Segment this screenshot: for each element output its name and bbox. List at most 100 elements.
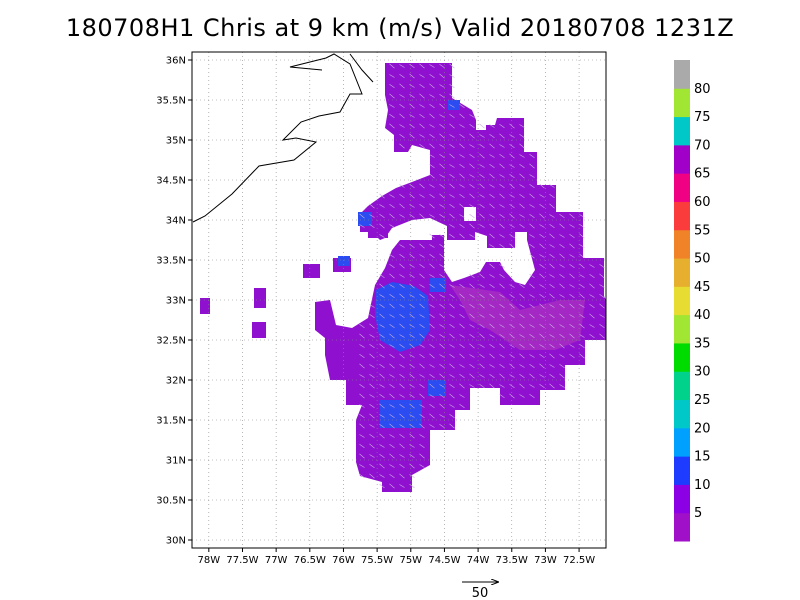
wind-vector: [429, 214, 435, 218]
colorbar-segment: [674, 399, 690, 429]
wind-vector: [409, 114, 415, 118]
wind-vector: [489, 133, 495, 139]
wind-vector: [549, 263, 555, 269]
wind-vector: [419, 393, 425, 399]
wind-vector: [499, 384, 505, 388]
wind-vector: [409, 283, 415, 289]
wind-vector: [389, 353, 395, 359]
wind-vector: [419, 113, 425, 119]
wind-vector: [449, 363, 455, 369]
colorbar-segment: [674, 173, 690, 202]
wind-vector: [449, 353, 455, 359]
wind-vector: [389, 453, 395, 459]
wind-vector: [549, 373, 555, 379]
wind-vector: [449, 113, 455, 119]
wind-vector: [419, 333, 425, 339]
wind-vector: [379, 474, 385, 478]
wind-vector: [469, 204, 475, 208]
wind-vector: [429, 383, 435, 389]
wind-vector: [359, 393, 365, 399]
wind-vector: [419, 273, 425, 279]
wind-vector: [569, 263, 575, 269]
wind-vector: [399, 424, 405, 428]
lon-tick-label: 75W: [399, 555, 422, 566]
wind-vector: [549, 244, 555, 248]
wind-vector: [399, 94, 405, 98]
wind-vector: [439, 303, 445, 309]
colorbar-segment: [674, 88, 690, 118]
wind-vector: [379, 384, 385, 388]
wind-vector: [469, 174, 475, 178]
colorbar-label: 75: [694, 110, 711, 125]
wind-vector: [369, 353, 375, 359]
wind-vector: [569, 224, 575, 228]
wind-vector: [519, 334, 525, 338]
wind-vector: [529, 163, 535, 169]
wind-vector: [509, 344, 515, 348]
wind-vector: [359, 374, 365, 378]
wind-vector: [389, 464, 395, 468]
colorbar-label: 5: [694, 506, 702, 521]
wind-vector: [419, 383, 425, 389]
wind-vector: [459, 373, 465, 379]
wind-vector: [459, 343, 465, 349]
wind-vector: [439, 183, 445, 189]
wind-vector: [489, 383, 495, 389]
wind-vector: [419, 254, 425, 258]
wind-vector: [439, 243, 445, 249]
wind-vector: [419, 434, 425, 438]
wind-vector: [369, 323, 375, 329]
wind-vector: [489, 353, 495, 359]
wind-vector: [579, 274, 585, 278]
wind-vector: [389, 63, 395, 69]
colorbar-segment: [674, 60, 690, 89]
wind-vector: [369, 334, 375, 338]
wind-vector: [459, 394, 465, 398]
wind-vector: [459, 103, 465, 109]
wind-vector: [419, 183, 425, 189]
longitude-axis: 78W 77.5W 77W 76.5W 76W 75.5W 75W 74.5W 74W 73.5W…: [198, 548, 595, 566]
colorbar-segment: [674, 116, 690, 146]
wind-vector: [409, 444, 415, 448]
wind-vector: [409, 103, 415, 109]
wind-vector: [389, 254, 395, 258]
wind-vector: [489, 173, 495, 179]
wind-vector: [419, 353, 425, 359]
wind-vector: [519, 133, 525, 139]
wind-vector: [429, 143, 435, 149]
wind-vector: [469, 343, 475, 349]
wind-vector: [469, 363, 475, 369]
wind-vector: [459, 304, 465, 308]
wind-patch: [200, 298, 210, 314]
wind-vector: [519, 283, 525, 289]
wind-vector: [359, 413, 365, 419]
wind-vector: [399, 443, 405, 449]
wind-vector: [439, 264, 445, 268]
wind-vector: [419, 443, 425, 449]
wind-vector: [399, 383, 405, 389]
wind-vector: [389, 434, 395, 438]
wind-vector: [409, 243, 415, 249]
wind-vector: [479, 173, 485, 179]
wind-vector: [479, 153, 485, 159]
wind-vector: [529, 213, 535, 219]
wind-vector: [499, 123, 505, 129]
wind-vector: [379, 403, 385, 409]
colorbar-label: 80: [694, 82, 711, 97]
wind-vector: [439, 193, 445, 199]
wind-vector: [529, 183, 535, 189]
wind-vector: [379, 193, 385, 199]
wind-vector: [549, 334, 555, 338]
wind-vector: [509, 323, 515, 329]
wind-vector: [399, 184, 405, 188]
wind-vector: [429, 394, 435, 398]
wind-vector: [529, 193, 535, 199]
wind-vector: [389, 123, 395, 129]
wind-vector: [399, 244, 405, 248]
wind-vector: [419, 203, 425, 209]
wind-vector: [429, 103, 435, 109]
wind-vector: [389, 303, 395, 309]
wind-vector: [449, 104, 455, 108]
colorbar-label: 15: [694, 450, 711, 465]
wind-vector: [539, 293, 545, 299]
